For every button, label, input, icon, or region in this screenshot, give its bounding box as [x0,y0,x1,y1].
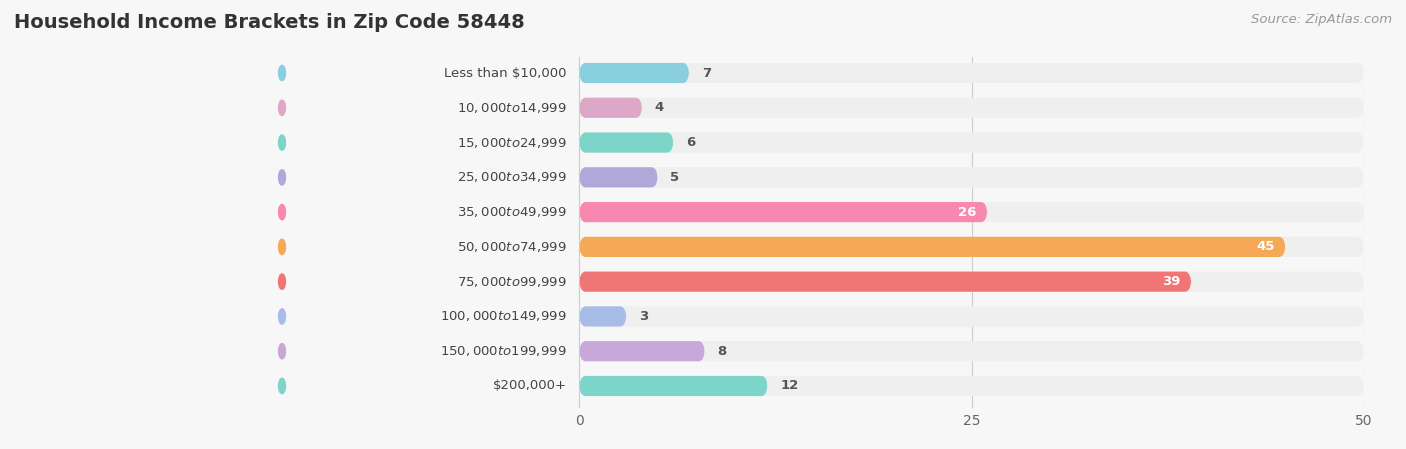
FancyBboxPatch shape [579,376,1364,396]
Circle shape [278,66,285,81]
Circle shape [278,379,285,394]
FancyBboxPatch shape [579,272,1364,292]
Text: 7: 7 [702,66,711,79]
Text: 26: 26 [957,206,976,219]
Text: 4: 4 [655,101,664,114]
Text: $15,000 to $24,999: $15,000 to $24,999 [457,136,567,150]
Text: 39: 39 [1161,275,1180,288]
FancyBboxPatch shape [579,98,1364,118]
FancyBboxPatch shape [579,272,1191,292]
Text: 45: 45 [1256,240,1274,253]
Circle shape [278,343,285,359]
FancyBboxPatch shape [579,376,768,396]
FancyBboxPatch shape [579,237,1285,257]
Text: Source: ZipAtlas.com: Source: ZipAtlas.com [1251,13,1392,26]
FancyBboxPatch shape [579,237,1364,257]
Text: $150,000 to $199,999: $150,000 to $199,999 [440,344,567,358]
Text: Less than $10,000: Less than $10,000 [444,66,567,79]
Circle shape [278,274,285,289]
FancyBboxPatch shape [579,63,689,83]
Text: 3: 3 [638,310,648,323]
FancyBboxPatch shape [579,341,704,361]
FancyBboxPatch shape [579,202,987,222]
Circle shape [278,170,285,185]
FancyBboxPatch shape [579,132,673,153]
Text: 5: 5 [671,171,679,184]
FancyBboxPatch shape [579,167,1364,187]
Text: 6: 6 [686,136,695,149]
FancyBboxPatch shape [579,202,1364,222]
Text: $35,000 to $49,999: $35,000 to $49,999 [457,205,567,219]
FancyBboxPatch shape [579,98,643,118]
Text: 8: 8 [717,345,727,358]
Circle shape [278,135,285,150]
Circle shape [278,239,285,255]
FancyBboxPatch shape [579,306,626,326]
FancyBboxPatch shape [579,63,1364,83]
FancyBboxPatch shape [579,306,1364,326]
FancyBboxPatch shape [579,167,658,187]
FancyBboxPatch shape [579,341,1364,361]
Text: $100,000 to $149,999: $100,000 to $149,999 [440,309,567,323]
Text: $25,000 to $34,999: $25,000 to $34,999 [457,170,567,185]
Text: $200,000+: $200,000+ [492,379,567,392]
FancyBboxPatch shape [579,132,1364,153]
Circle shape [278,309,285,324]
Circle shape [278,100,285,115]
Text: $50,000 to $74,999: $50,000 to $74,999 [457,240,567,254]
Circle shape [278,204,285,220]
Text: $10,000 to $14,999: $10,000 to $14,999 [457,101,567,115]
Text: Household Income Brackets in Zip Code 58448: Household Income Brackets in Zip Code 58… [14,13,524,32]
Text: $75,000 to $99,999: $75,000 to $99,999 [457,275,567,289]
Text: 12: 12 [780,379,799,392]
